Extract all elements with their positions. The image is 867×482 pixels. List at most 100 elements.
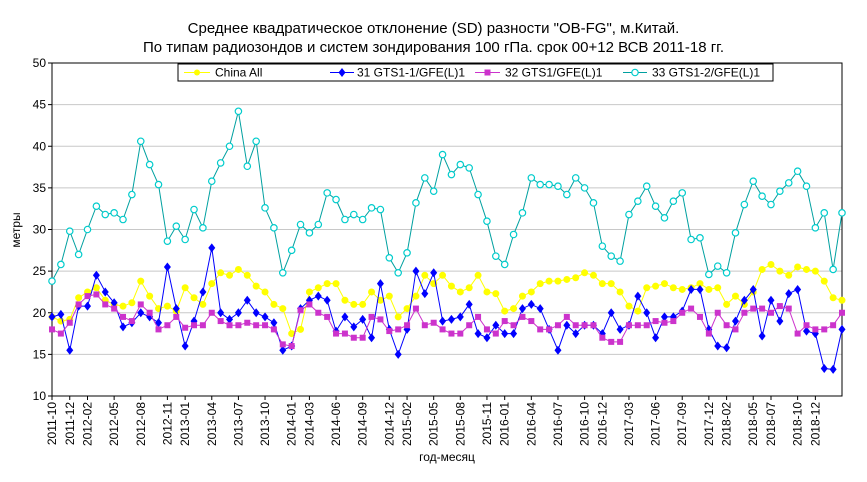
- data-point: [528, 318, 535, 325]
- legend-label: 33 GTS1-2/GFE(L)1: [652, 66, 760, 80]
- data-point: [803, 322, 810, 329]
- data-point: [439, 271, 447, 279]
- legend-marker: [484, 69, 491, 76]
- data-point: [457, 330, 464, 337]
- data-point: [430, 319, 437, 326]
- data-point: [563, 320, 571, 330]
- data-point: [234, 308, 242, 318]
- data-point: [554, 277, 562, 285]
- data-point: [678, 189, 687, 197]
- data-point: [92, 284, 100, 292]
- data-point: [226, 322, 233, 329]
- data-point: [688, 305, 695, 312]
- data-point: [244, 319, 251, 326]
- data-point: [163, 237, 172, 245]
- data-point: [385, 292, 393, 300]
- legend-item-3: 32 GTS1/GFE(L)1: [475, 66, 603, 80]
- data-point: [120, 313, 127, 320]
- x-tick-label: 2016-07: [551, 402, 565, 446]
- data-point: [829, 294, 837, 302]
- data-point: [137, 277, 145, 285]
- data-point: [554, 345, 562, 355]
- data-point: [305, 288, 313, 296]
- data-point: [119, 302, 127, 310]
- data-point: [705, 330, 712, 337]
- data-point: [48, 312, 56, 322]
- data-point: [714, 284, 722, 292]
- data-point: [49, 326, 55, 333]
- data-point: [759, 305, 766, 312]
- x-tick-label: 2018-02: [720, 402, 734, 446]
- data-point: [163, 262, 171, 272]
- data-point: [350, 322, 358, 332]
- data-point: [154, 180, 163, 189]
- data-point: [376, 279, 384, 289]
- data-point: [590, 322, 597, 329]
- x-tick-label: 2014-01: [285, 402, 299, 446]
- x-tick-label: 2014-09: [356, 402, 370, 446]
- data-point: [811, 224, 820, 232]
- data-point: [492, 330, 499, 337]
- data-point: [421, 289, 429, 299]
- data-point: [784, 179, 793, 187]
- data-point: [456, 288, 464, 296]
- data-point: [793, 167, 802, 176]
- x-tick-label: 2015-05: [427, 402, 441, 446]
- data-point: [83, 225, 92, 234]
- data-point: [572, 329, 580, 339]
- data-point: [84, 301, 92, 311]
- data-point: [500, 260, 509, 269]
- x-tick-label: 2017-06: [649, 402, 663, 446]
- x-tick-label: 2016-04: [524, 402, 538, 446]
- data-point: [278, 268, 287, 277]
- data-point: [527, 174, 536, 182]
- data-point: [270, 326, 277, 333]
- data-point: [101, 287, 109, 297]
- data-point: [208, 309, 215, 316]
- legend-marker: [194, 69, 200, 76]
- data-point: [705, 270, 713, 279]
- data-point: [510, 322, 517, 329]
- data-point: [758, 192, 766, 201]
- data-point: [270, 224, 278, 232]
- data-point: [625, 322, 632, 329]
- data-point: [191, 322, 198, 329]
- y-tick-label: 15: [33, 347, 47, 361]
- data-point: [723, 322, 730, 329]
- data-point: [767, 295, 775, 305]
- data-point: [731, 229, 740, 237]
- chart-title: Среднее квадратическое отклонение (SD) р…: [187, 20, 680, 37]
- data-point: [713, 262, 722, 270]
- data-point: [838, 296, 846, 304]
- data-point: [802, 326, 810, 336]
- data-point: [253, 322, 260, 329]
- data-point: [412, 266, 420, 276]
- x-tick-label: 2015-11: [480, 402, 494, 445]
- data-point: [802, 265, 810, 273]
- data-point: [794, 263, 802, 271]
- data-point: [785, 305, 792, 312]
- data-point: [527, 299, 535, 309]
- data-point: [509, 230, 518, 239]
- data-point: [341, 312, 349, 322]
- data-point: [776, 267, 784, 275]
- y-tick-label: 40: [33, 139, 47, 153]
- data-point: [341, 296, 349, 304]
- y-axis-ticks: 10 15 20 25 30 35 40 45 50: [33, 56, 52, 403]
- data-point: [830, 322, 837, 329]
- data-point: [208, 280, 216, 288]
- data-point: [208, 243, 216, 253]
- data-point: [731, 316, 739, 326]
- data-point: [581, 322, 588, 329]
- data-point: [368, 288, 376, 296]
- data-point: [217, 308, 225, 318]
- data-point: [749, 177, 758, 186]
- data-point: [483, 288, 491, 296]
- data-point: [447, 170, 456, 179]
- data-point: [199, 300, 207, 308]
- x-tick-label: 2018-05: [746, 402, 760, 446]
- data-point: [589, 271, 597, 279]
- data-point: [136, 137, 145, 146]
- data-point: [66, 319, 73, 326]
- x-tick-label: 2017-03: [622, 402, 636, 446]
